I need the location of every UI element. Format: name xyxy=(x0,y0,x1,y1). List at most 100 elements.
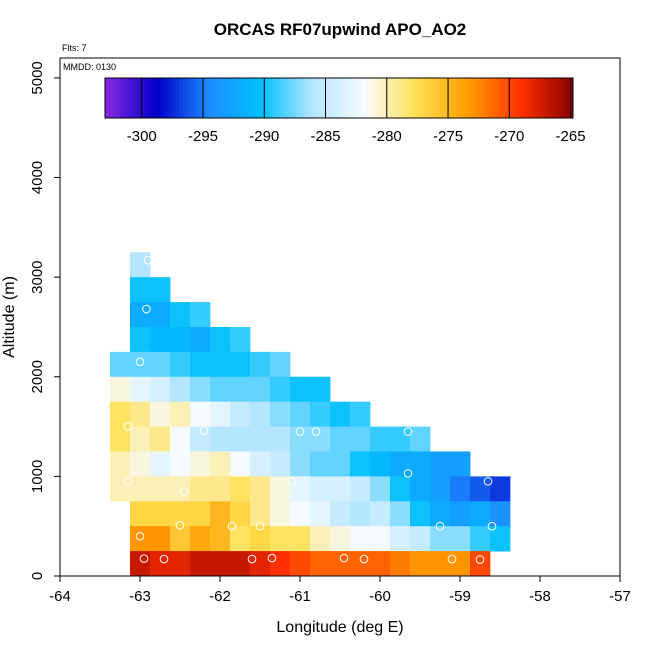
heatmap-cell xyxy=(190,376,211,403)
heatmap-cell xyxy=(110,476,131,502)
heatmap-cell xyxy=(410,526,431,552)
heatmap-cell xyxy=(250,551,271,577)
heatmap-cell xyxy=(170,401,191,427)
colorbar-segment xyxy=(249,78,254,118)
heatmap-cell xyxy=(210,451,231,477)
heatmap-cell xyxy=(330,401,351,427)
colorbar-segment xyxy=(303,78,309,118)
flight-marker xyxy=(339,553,349,563)
heatmap-cell xyxy=(150,551,171,577)
colorbar xyxy=(104,77,574,119)
heatmap-cell xyxy=(130,302,151,328)
colorbar-segment xyxy=(541,78,547,118)
colorbar-segment xyxy=(393,78,398,118)
heatmap-cell xyxy=(150,501,171,527)
colorbar-segment xyxy=(417,78,422,118)
colorbar-segment xyxy=(206,78,211,118)
colorbar-segment xyxy=(510,78,515,118)
flight-marker xyxy=(123,477,133,486)
heatmap-cell xyxy=(290,476,311,502)
x-axis-label: Longitude (deg E) xyxy=(276,619,403,636)
colorbar-segment xyxy=(354,78,359,118)
flight-marker xyxy=(159,554,169,564)
heatmap-cell xyxy=(210,551,231,577)
heatmap-cell xyxy=(350,451,371,477)
flights-count-note: Flts: 7 xyxy=(62,43,87,53)
heatmap-cell xyxy=(130,501,151,527)
colorbar-segment xyxy=(151,78,157,118)
heatmap-cell xyxy=(190,326,211,353)
heatmap-cell xyxy=(410,551,431,577)
colorbar-segment xyxy=(483,78,488,118)
heatmap-cell xyxy=(430,526,451,552)
colorbar-segment xyxy=(140,78,145,118)
colorbar-segment xyxy=(128,78,133,118)
colorbar-tick-label: -280 xyxy=(372,128,402,145)
heatmap-cell xyxy=(210,476,231,502)
heatmap-cell xyxy=(150,277,171,303)
heatmap-cell xyxy=(330,551,351,577)
heatmap-cell xyxy=(190,302,211,328)
colorbar-segment xyxy=(108,78,114,118)
y-axis-label: Altitude (m) xyxy=(1,276,18,358)
y-tick-label: 0 xyxy=(29,572,46,580)
heatmap-cell xyxy=(450,526,471,552)
colorbar-tick-label: -290 xyxy=(249,128,279,145)
heatmap-cell xyxy=(270,426,291,452)
heatmap-cell xyxy=(230,351,251,378)
colorbar-frame xyxy=(104,77,574,119)
heatmap-cell xyxy=(150,426,171,452)
colorbar-tick-label: -270 xyxy=(494,128,524,145)
heatmap-cell xyxy=(410,426,431,452)
heatmap-cell xyxy=(190,476,211,502)
heatmap-cell xyxy=(370,501,391,527)
colorbar-segment xyxy=(346,78,352,118)
colorbar-segment xyxy=(526,78,531,118)
heatmap-cell xyxy=(170,351,191,378)
colorbar-segment xyxy=(214,78,219,118)
colorbar-segment xyxy=(518,78,523,118)
colorbar-segment xyxy=(253,78,258,118)
plot-frame xyxy=(59,57,621,577)
flight-marker xyxy=(403,469,413,478)
heatmap-cell xyxy=(450,501,471,527)
heatmap-cell xyxy=(450,476,471,502)
colorbar-segment xyxy=(132,78,137,118)
colorbar-segment xyxy=(315,78,320,118)
colorbar-segment xyxy=(225,78,231,118)
colorbar-segment xyxy=(175,78,180,118)
heatmap-cell xyxy=(110,351,131,378)
colorbar-segment xyxy=(514,78,519,118)
colorbar-segment xyxy=(155,78,161,118)
colorbar-segment xyxy=(159,78,164,118)
heatmap-cell xyxy=(350,426,371,452)
heatmap-cell xyxy=(270,501,291,527)
heatmap-cell xyxy=(130,526,151,552)
heatmap-cell xyxy=(370,476,391,502)
heatmap-cell xyxy=(390,451,411,477)
heatmap-cell xyxy=(370,551,391,577)
heatmap-cell xyxy=(230,401,251,427)
heatmap-cell xyxy=(210,351,231,378)
heatmap-cell xyxy=(170,526,191,552)
heatmap-cell xyxy=(350,476,371,502)
heatmap-cell xyxy=(430,551,451,577)
flight-marker xyxy=(287,477,297,486)
heatmap-cell xyxy=(130,252,151,278)
colorbar-ticks: -300 -295 -290 -285 -280 -275 -270 -265 xyxy=(127,78,586,145)
heatmap-cell xyxy=(130,426,151,452)
heatmap-cell xyxy=(250,526,271,552)
colorbar-segment xyxy=(335,78,340,118)
colorbar-segment xyxy=(537,78,543,118)
heatmap-cell xyxy=(330,501,351,527)
heatmap-cell xyxy=(450,551,471,577)
heatmap-cell xyxy=(490,476,511,502)
heatmap-cell xyxy=(390,551,411,577)
colorbar-segment xyxy=(268,78,274,118)
flight-marker xyxy=(447,554,457,564)
colorbar-segment xyxy=(210,78,215,118)
colorbar-segment xyxy=(116,78,122,118)
heatmap-cell xyxy=(330,426,351,452)
colorbar-segment xyxy=(498,78,504,118)
colorbar-segment xyxy=(300,78,305,118)
